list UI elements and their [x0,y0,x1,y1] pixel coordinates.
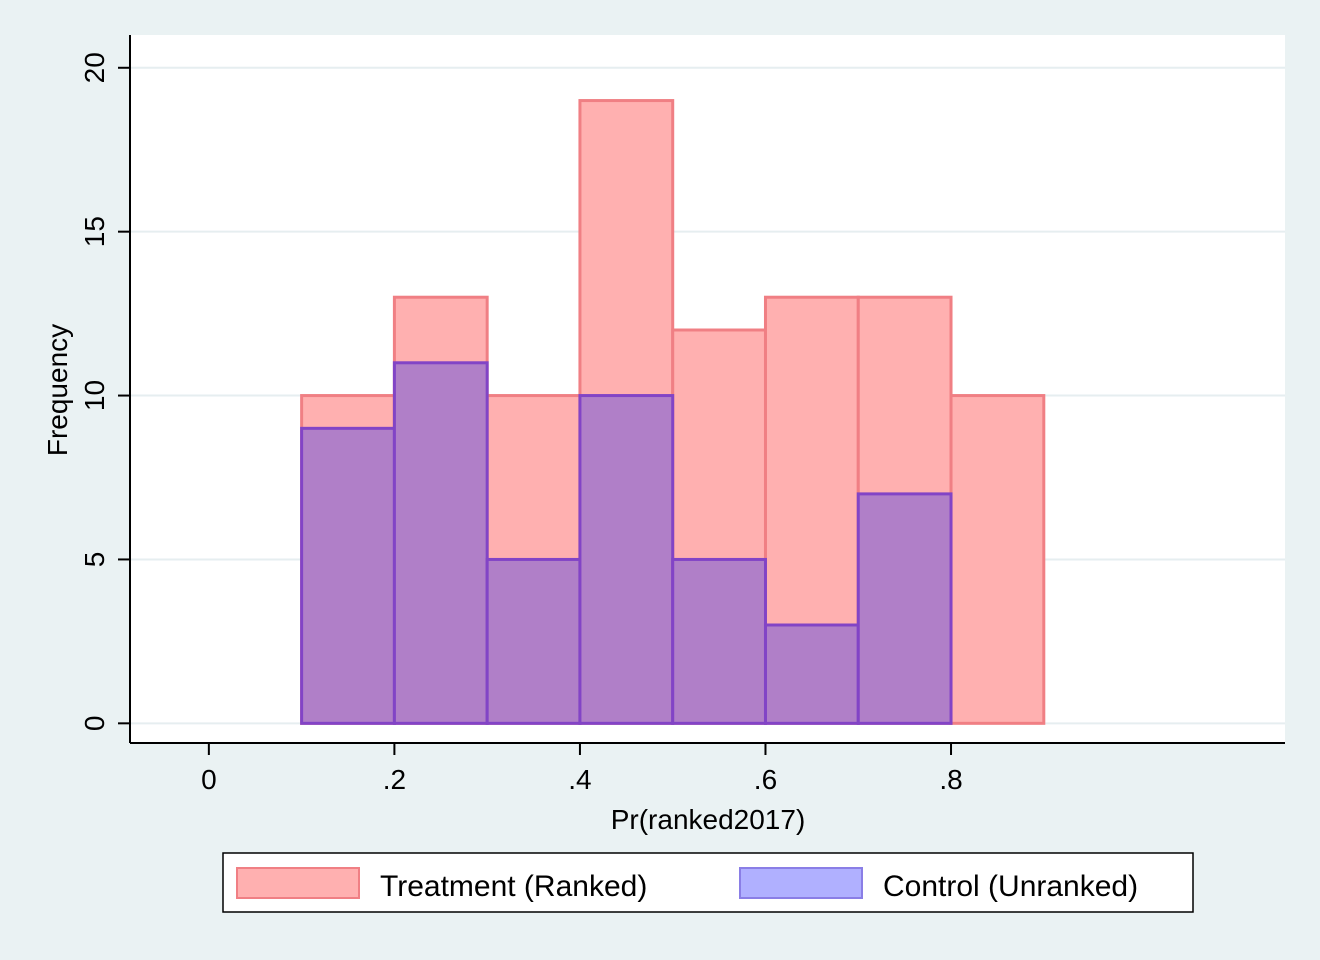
control-bar-0 [300,426,396,725]
legend-swatch-treatment [236,867,360,899]
x-axis-ticks: 0 .2 .4 .6 .8 [201,743,963,795]
y-axis-ticks: 0 5 10 15 20 [79,52,130,731]
control-bars [300,361,953,725]
x-tick-label-3: .6 [754,764,777,795]
control-bar-1 [392,361,489,725]
x-tick-label-2: .4 [568,764,591,795]
legend-label-control: Control (Unranked) [883,870,1138,903]
x-tick-label-0: 0 [201,764,217,795]
control-bar-2 [485,557,582,725]
control-bar-5 [763,623,860,725]
x-axis-title: Pr(ranked2017) [611,804,806,835]
legend-box [222,852,1194,913]
control-bar-6 [856,492,953,725]
control-bar-3 [578,394,675,725]
y-tick-label-3: 15 [79,216,110,247]
control-bar-4 [671,557,767,725]
y-axis-title: Frequency [42,324,73,456]
y-tick-label-2: 10 [79,380,110,411]
y-tick-label-1: 5 [79,552,110,568]
treatment-bar-7 [949,394,1046,725]
x-tick-label-4: .8 [939,764,962,795]
legend-swatch-control [739,867,863,899]
y-tick-label-4: 20 [79,52,110,83]
y-tick-label-0: 0 [79,716,110,732]
legend: Treatment (Ranked) Control (Unranked) [222,852,1194,913]
legend-label-treatment: Treatment (Ranked) [380,870,647,903]
x-tick-label-1: .2 [383,764,406,795]
